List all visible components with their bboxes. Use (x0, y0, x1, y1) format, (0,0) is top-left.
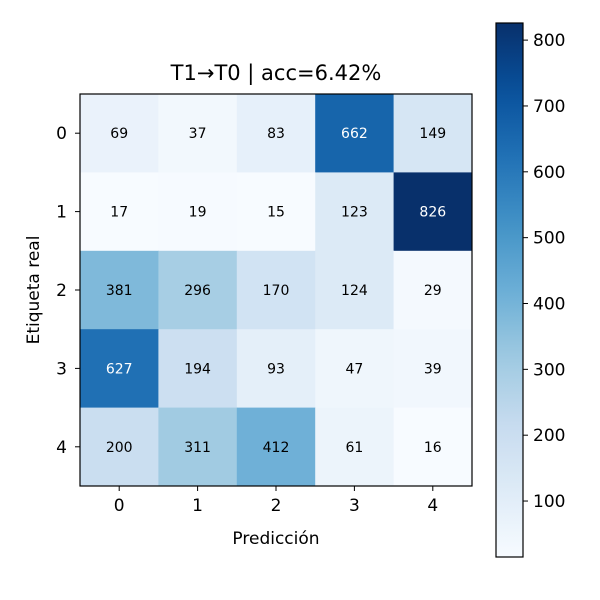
heatmap-cell (236, 172, 316, 252)
heatmap-cell (315, 329, 395, 409)
x-axis-label: Predicción (232, 529, 319, 549)
cell-value-label: 194 (184, 361, 211, 377)
cell-value-label: 83 (267, 126, 285, 142)
cell-value-label: 170 (263, 283, 290, 299)
colorbar-tick-label: 300 (533, 360, 565, 380)
cell-value-label: 124 (341, 283, 368, 299)
cell-value-label: 311 (184, 440, 211, 456)
heatmap-cell (393, 172, 473, 252)
heatmap-cell (236, 94, 316, 173)
cell-value-label: 826 (419, 205, 446, 221)
y-tick-label: 0 (56, 124, 67, 144)
heatmap-cells: 69 37 83 662 149 17 19 15 123 826 381 296 170 124 29 62… (80, 94, 473, 487)
x-tick-label: 3 (349, 496, 360, 516)
heatmap-cell (158, 250, 238, 330)
heatmap-cell (158, 172, 238, 252)
cell-value-label: 412 (263, 440, 290, 456)
colorbar (495, 22, 524, 558)
cell-value-label: 662 (341, 126, 368, 142)
heatmap-cell (393, 329, 473, 409)
colorbar-tick-label: 800 (533, 31, 565, 51)
cell-value-label: 296 (184, 283, 211, 299)
heatmap-cell (236, 407, 316, 487)
cell-value-label: 29 (424, 283, 442, 299)
cell-value-label: 381 (106, 283, 133, 299)
y-tick-label: 2 (56, 281, 67, 301)
cell-value-label: 17 (110, 205, 128, 221)
cell-value-label: 15 (267, 205, 285, 221)
cell-value-label: 16 (424, 440, 442, 456)
heatmap-cell (393, 407, 473, 487)
colorbar-tick-label: 200 (533, 426, 565, 446)
chart-title: T1→T0 | acc=6.42% (170, 61, 382, 86)
cell-value-label: 200 (106, 440, 133, 456)
heatmap-cell (80, 250, 159, 330)
y-tick-label: 4 (56, 438, 67, 458)
colorbar-tick-label: 500 (533, 229, 565, 249)
heatmap-cell (315, 94, 395, 173)
heatmap-cell (236, 250, 316, 330)
heatmap-cell (80, 94, 159, 173)
colorbar-axis: 100 200 300 400 500 600 700 800 (523, 31, 565, 512)
heatmap-cell (158, 407, 238, 487)
colorbar-tick-label: 700 (533, 97, 565, 117)
cell-value-label: 47 (345, 361, 363, 377)
cell-value-label: 19 (189, 205, 207, 221)
cell-value-label: 149 (419, 126, 446, 142)
heatmap-cell (315, 172, 395, 252)
cell-value-label: 627 (106, 361, 133, 377)
y-axis: 0 1 2 3 4 (56, 124, 80, 458)
y-tick-label: 3 (56, 359, 67, 379)
x-tick-label: 2 (271, 496, 282, 516)
y-tick-label: 1 (56, 203, 67, 223)
cell-value-label: 69 (110, 126, 128, 142)
heatmap-cell (80, 407, 159, 487)
heatmap-cell (393, 94, 473, 173)
colorbar-tick-label: 600 (533, 163, 565, 183)
heatmap-cell (393, 250, 473, 330)
colorbar-tick-label: 100 (533, 492, 565, 512)
heatmap-cell (80, 172, 159, 252)
heatmap-cell (315, 407, 395, 487)
heatmap-cell (236, 329, 316, 409)
cell-value-label: 37 (189, 126, 207, 142)
heatmap-cell (158, 329, 238, 409)
cell-value-label: 61 (345, 440, 363, 456)
cell-value-label: 93 (267, 361, 285, 377)
x-axis: 0 1 2 3 4 (114, 486, 438, 516)
cell-value-label: 39 (424, 361, 442, 377)
x-tick-label: 4 (427, 496, 438, 516)
heatmap-cell (315, 250, 395, 330)
y-axis-label: Etiqueta real (24, 236, 44, 345)
heatmap-cell (80, 329, 159, 409)
x-tick-label: 1 (192, 496, 203, 516)
heatmap-cell (158, 94, 238, 173)
colorbar-tick-label: 400 (533, 294, 565, 314)
x-tick-label: 0 (114, 496, 125, 516)
cell-value-label: 123 (341, 205, 368, 221)
